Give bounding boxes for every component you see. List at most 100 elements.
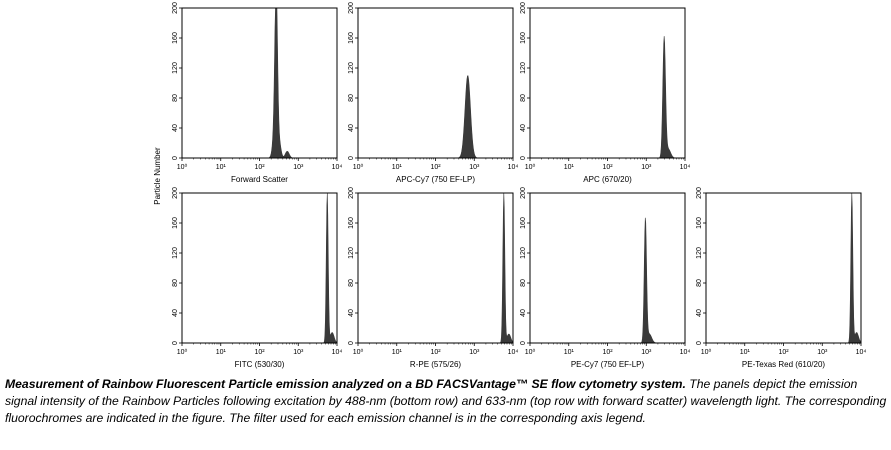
x-axis-label: PE-Cy7 (750 EF-LP) <box>571 360 645 369</box>
x-tick-label: 10⁴ <box>332 164 343 171</box>
y-tick-label: 40 <box>696 309 703 317</box>
x-axis-label: FITC (530/30) <box>235 360 285 369</box>
x-tick-label: 10⁰ <box>353 348 364 356</box>
x-tick-label: 10³ <box>641 164 652 171</box>
x-axis-label: PE-Texas Red (610/20) <box>742 360 825 369</box>
y-tick-label: 40 <box>348 124 355 132</box>
x-tick-label: 10⁰ <box>701 348 712 356</box>
y-tick-label: 40 <box>520 124 527 132</box>
x-tick-label: 10⁰ <box>177 163 188 171</box>
panel-frame-2 <box>357 7 514 159</box>
x-tick-label: 10³ <box>817 349 828 356</box>
x-tick-label: 10¹ <box>392 164 403 171</box>
y-tick-label: 120 <box>348 247 355 259</box>
histogram-area-6 <box>530 217 685 344</box>
caption-text: The panels depict the emission signal in… <box>5 377 887 425</box>
x-tick-label: 10⁰ <box>525 163 536 171</box>
y-tick-label: 160 <box>172 32 179 44</box>
x-axis-label: Forward Scatter <box>231 175 288 184</box>
x-tick-label: 10⁰ <box>353 163 364 171</box>
y-tick-label: 40 <box>172 124 179 132</box>
x-tick-label: 10⁰ <box>177 348 188 356</box>
x-tick-label: 10² <box>778 349 789 356</box>
y-tick-label: 120 <box>520 62 527 74</box>
y-tick-label: 200 <box>172 187 179 199</box>
y-tick-label: 0 <box>348 156 355 160</box>
x-tick-label: 10² <box>430 349 441 356</box>
y-tick-label: 200 <box>520 2 527 14</box>
y-tick-label: 40 <box>172 309 179 317</box>
x-tick-label: 10¹ <box>392 349 403 356</box>
x-axis-label: R-PE (575/26) <box>410 360 461 369</box>
x-tick-label: 10³ <box>293 164 304 171</box>
y-tick-label: 120 <box>520 247 527 259</box>
x-tick-label: 10² <box>430 164 441 171</box>
y-tick-label: 160 <box>520 32 527 44</box>
y-tick-label: 160 <box>696 217 703 229</box>
x-tick-label: 10³ <box>293 349 304 356</box>
caption-bold: Measurement of Rainbow Fluorescent Parti… <box>5 377 686 391</box>
histogram-figure: 10⁰ 10¹ 10² 10³ 10⁴ 0 40 80 120 160 200 Forward Sca… <box>153 2 867 369</box>
panel-frame-6 <box>529 192 686 344</box>
y-tick-label: 0 <box>520 341 527 345</box>
histogram-area-5 <box>358 192 514 344</box>
y-tick-label: 80 <box>172 94 179 102</box>
histogram-area-7 <box>706 192 862 344</box>
x-tick-label: 10⁴ <box>508 349 519 356</box>
y-tick-label: 80 <box>520 94 527 102</box>
y-tick-label: 160 <box>520 217 527 229</box>
y-tick-label: 200 <box>348 2 355 14</box>
x-tick-label: 10² <box>254 349 265 356</box>
y-tick-label: 40 <box>520 309 527 317</box>
x-tick-label: 10³ <box>469 349 480 356</box>
y-tick-label: 0 <box>348 341 355 345</box>
y-tick-label: 0 <box>172 156 179 160</box>
y-tick-label: 0 <box>172 341 179 345</box>
y-tick-label: 0 <box>520 156 527 160</box>
y-tick-label: 120 <box>172 62 179 74</box>
y-tick-label: 200 <box>696 187 703 199</box>
x-tick-label: 10⁴ <box>680 164 691 171</box>
y-tick-label: 120 <box>696 247 703 259</box>
x-axis-label: APC-Cy7 (750 EF-LP) <box>396 175 475 184</box>
histogram-area-4 <box>182 192 338 344</box>
x-tick-label: 10⁴ <box>332 349 343 356</box>
y-tick-label: 80 <box>520 279 527 287</box>
x-tick-label: 10⁰ <box>525 348 536 356</box>
panel-frame-4 <box>181 192 338 344</box>
x-tick-label: 10² <box>602 349 613 356</box>
histogram-area-1 <box>182 7 337 159</box>
x-tick-label: 10¹ <box>740 349 751 356</box>
x-tick-label: 10¹ <box>216 164 227 171</box>
x-tick-label: 10⁴ <box>856 349 867 356</box>
y-tick-label: 120 <box>172 247 179 259</box>
figure-caption: Measurement of Rainbow Fluorescent Parti… <box>5 376 889 427</box>
x-tick-label: 10⁴ <box>508 164 519 171</box>
panel-frame-1 <box>181 7 338 159</box>
x-tick-label: 10¹ <box>564 164 575 171</box>
y-tick-label: 80 <box>348 94 355 102</box>
x-tick-label: 10¹ <box>216 349 227 356</box>
y-tick-label: 200 <box>348 187 355 199</box>
y-tick-label: 160 <box>172 217 179 229</box>
y-tick-label: 200 <box>172 2 179 14</box>
y-tick-label: 0 <box>696 341 703 345</box>
x-axis-label: APC (670/20) <box>583 175 632 184</box>
x-tick-label: 10² <box>254 164 265 171</box>
x-tick-label: 10¹ <box>564 349 575 356</box>
y-tick-label: 200 <box>520 187 527 199</box>
panel-frame-7 <box>705 192 862 344</box>
y-tick-label: 160 <box>348 32 355 44</box>
x-tick-label: 10² <box>602 164 613 171</box>
y-tick-label: 80 <box>348 279 355 287</box>
y-tick-label: 40 <box>348 309 355 317</box>
histogram-area-3 <box>530 36 685 159</box>
x-tick-label: 10⁴ <box>680 349 691 356</box>
y-tick-label: 80 <box>172 279 179 287</box>
y-axis-label: Particle Number <box>153 147 162 205</box>
histogram-area-2 <box>358 75 513 159</box>
y-tick-label: 80 <box>696 279 703 287</box>
y-tick-label: 120 <box>348 62 355 74</box>
panel-frame-5 <box>357 192 514 344</box>
